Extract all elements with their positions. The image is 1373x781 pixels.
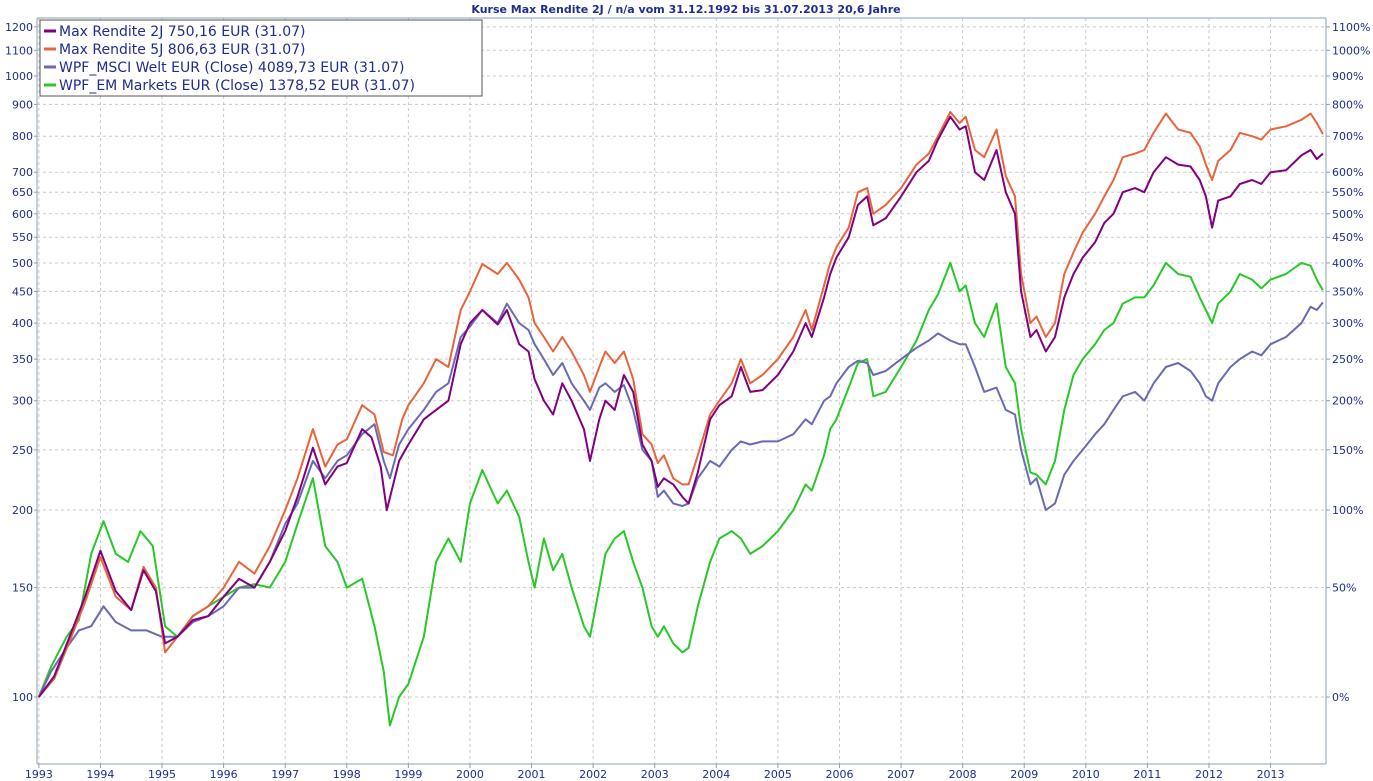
x-tick-label: 2002 <box>579 768 607 781</box>
x-tick-label: 1993 <box>25 768 53 781</box>
x-tick-label: 2013 <box>1257 768 1285 781</box>
y-tick-label-left: 1200 <box>5 21 33 34</box>
y-tick-label-right: 400% <box>1332 257 1363 270</box>
y-tick-label-right: 550% <box>1332 186 1363 199</box>
y-tick-label-left: 200 <box>12 504 33 517</box>
series-lines <box>37 111 1324 727</box>
x-tick-label: 1996 <box>210 768 238 781</box>
series-line-3 <box>37 301 1324 698</box>
y-tick-label-right: 200% <box>1332 395 1363 408</box>
x-tick-label: 2007 <box>887 768 915 781</box>
x-tick-label: 2009 <box>1010 768 1038 781</box>
y-tick-label-left: 650 <box>12 186 33 199</box>
y-tick-label-right: 150% <box>1332 444 1363 457</box>
x-tick-label: 1999 <box>394 768 422 781</box>
y-tick-label-right: 1100% <box>1332 21 1370 34</box>
x-tick-label: 2000 <box>456 768 484 781</box>
legend-entry: WPF_EM Markets EUR (Close) 1378,52 EUR (… <box>59 78 415 94</box>
y-tick-label-left: 500 <box>12 257 33 270</box>
x-tick-label: 2004 <box>702 768 730 781</box>
y-tick-label-left: 900 <box>12 98 33 111</box>
x-tick-label: 2005 <box>764 768 792 781</box>
y-tick-label-left: 350 <box>12 353 33 366</box>
y-tick-label-right: 0% <box>1332 691 1349 704</box>
y-tick-label-left: 600 <box>12 208 33 221</box>
y-tick-label-left: 450 <box>12 285 33 298</box>
axes: 100 150 200 250 300 350 400 450 500 550 600 650 700 8… <box>5 17 1370 781</box>
x-tick-label: 1994 <box>86 768 114 781</box>
x-tick-label: 2008 <box>949 768 977 781</box>
x-tick-label: 1997 <box>271 768 299 781</box>
y-tick-label-right: 350% <box>1332 285 1363 298</box>
x-tick-label: 2006 <box>825 768 853 781</box>
x-tick-label: 2001 <box>518 768 546 781</box>
y-tick-label-right: 300% <box>1332 317 1363 330</box>
x-tick-label: 2010 <box>1072 768 1100 781</box>
legend-entry: Max Rendite 2J 750,16 EUR (31.07) <box>59 24 306 40</box>
legend: Max Rendite 2J 750,16 EUR (31.07) Max Ren… <box>39 19 483 97</box>
y-tick-label-left: 300 <box>12 395 33 408</box>
y-tick-label-right: 50% <box>1332 582 1356 595</box>
y-tick-label-right: 250% <box>1332 353 1363 366</box>
y-tick-label-left: 700 <box>12 166 33 179</box>
chart-title: Kurse Max Rendite 2J / n/a vom 31.12.199… <box>471 3 900 16</box>
series-line-2 <box>38 111 1324 698</box>
y-tick-label-right: 1000% <box>1332 44 1370 57</box>
y-tick-label-left: 250 <box>12 444 33 457</box>
y-tick-label-left: 150 <box>12 582 33 595</box>
y-tick-label-right: 800% <box>1332 98 1363 111</box>
x-tick-label: 2011 <box>1133 768 1161 781</box>
y-tick-label-right: 500% <box>1332 208 1363 221</box>
y-tick-label-right: 600% <box>1332 166 1363 179</box>
legend-entry: Max Rendite 5J 806,63 EUR (31.07) <box>59 42 306 58</box>
y-tick-label-left: 400 <box>12 317 33 330</box>
legend-entry: WPF_MSCI Welt EUR (Close) 4089,73 EUR (3… <box>59 60 405 76</box>
y-tick-label-right: 100% <box>1332 504 1363 517</box>
y-tick-label-right: 450% <box>1332 231 1363 244</box>
x-tick-label: 1995 <box>148 768 176 781</box>
y-tick-label-left: 550 <box>12 231 33 244</box>
x-tick-label: 2012 <box>1195 768 1223 781</box>
x-tick-label: 2003 <box>641 768 669 781</box>
legend-box <box>39 19 483 97</box>
grid-lines <box>37 18 1326 764</box>
y-tick-label-left: 800 <box>12 130 33 143</box>
series-line-4 <box>37 261 1324 727</box>
y-tick-label-left: 1000 <box>5 70 33 83</box>
y-tick-label-left: 100 <box>12 691 33 704</box>
y-tick-label-left: 1100 <box>5 44 33 57</box>
x-tick-label: 1998 <box>333 768 361 781</box>
series-line-1 <box>37 115 1324 698</box>
y-tick-label-right: 700% <box>1332 130 1363 143</box>
y-tick-label-right: 900% <box>1332 70 1363 83</box>
